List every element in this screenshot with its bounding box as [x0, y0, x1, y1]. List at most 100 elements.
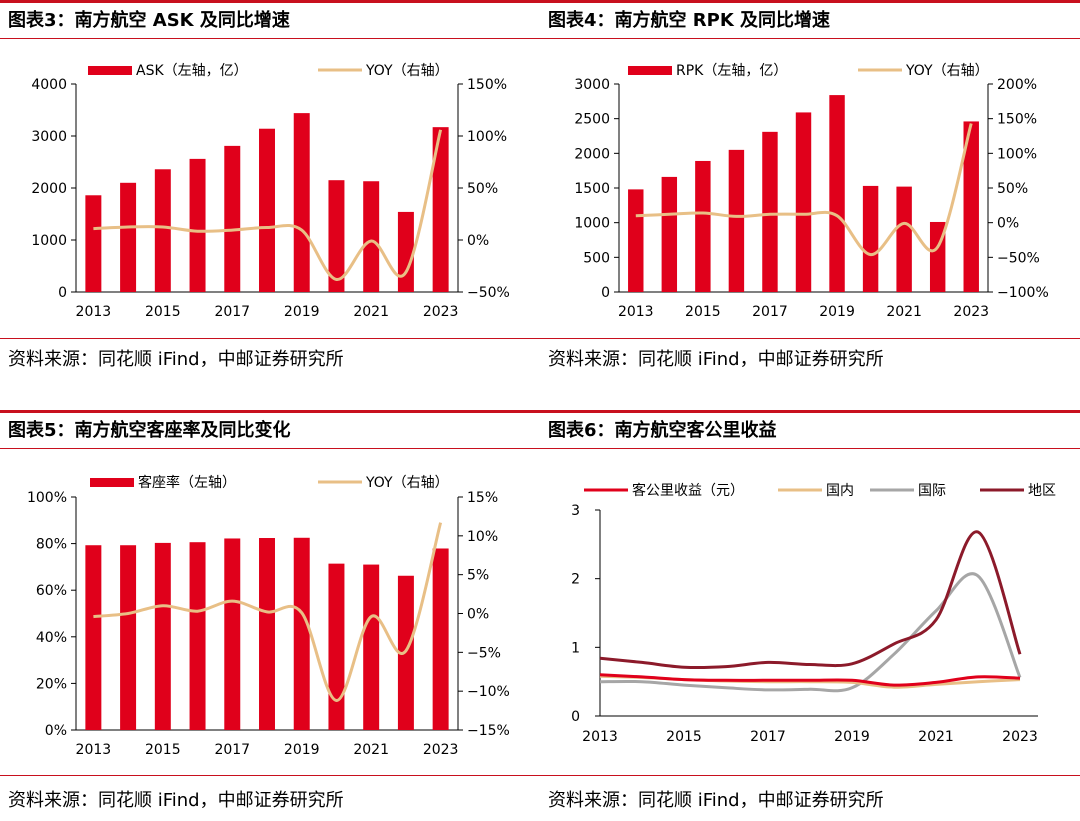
series-line [599, 530, 1022, 670]
bar [432, 127, 449, 292]
bar [896, 186, 912, 292]
source-note: 资料来源：同花顺 iFind，中邮证券研究所 [8, 349, 344, 370]
bar [154, 169, 171, 292]
bar [862, 185, 879, 292]
x-tick-label: 2017 [752, 304, 788, 320]
y-tick-label: 0 [571, 709, 580, 725]
x-tick-label: 2021 [918, 729, 954, 745]
panel-top-rule [0, 410, 540, 413]
left-tick-label: 0 [58, 285, 67, 301]
right-tick-label: 50% [467, 181, 498, 197]
x-tick-label: 2019 [819, 304, 855, 320]
panel-rpk: 图表4：南方航空 RPK 及同比增速 0 500 1000 1500 2000 2500 3… [540, 0, 1080, 410]
x-tick-label: 2015 [145, 304, 181, 320]
panel-yield: 图表6：南方航空客公里收益 0 1 2 3 2013 2015 2017 2019 2021 20… [540, 410, 1080, 821]
bar [189, 158, 206, 292]
x-tick-label: 2023 [423, 742, 459, 758]
right-tick-label: 100% [997, 146, 1037, 162]
legend-label: 客公里收益（元） [632, 482, 744, 499]
left-tick-label: 20% [36, 676, 67, 692]
bar [661, 176, 678, 292]
bar [259, 128, 275, 292]
y-tick-label: 2 [571, 572, 580, 588]
right-tick-label: −5% [467, 645, 501, 661]
load-factor-chart: 0% 20% 40% 60% 80% 100% −15% −10% −5% 0% 5% 10% 15% 2… [27, 474, 510, 758]
right-tick-label: 50% [997, 181, 1028, 197]
right-tick-label: 0% [467, 607, 489, 623]
legend-bar-swatch [88, 66, 132, 75]
bar [397, 211, 414, 292]
bar [293, 537, 310, 730]
bar [432, 548, 449, 730]
yoy-line [93, 522, 443, 703]
x-tick-label: 2019 [834, 729, 870, 745]
source-note: 资料来源：同花顺 iFind，中邮证券研究所 [8, 790, 344, 811]
panel-ask: 图表3：南方航空 ASK 及同比增速 0 1000 2000 3000 4000 −50%… [0, 0, 540, 410]
legend-line-label: YOY（右轴） [365, 63, 449, 79]
bar [328, 180, 345, 292]
bar [293, 113, 310, 293]
source-rule [0, 775, 540, 776]
x-tick-label: 2013 [76, 742, 112, 758]
bar [963, 121, 979, 292]
panel-title: 图表4：南方航空 RPK 及同比增速 [548, 10, 831, 31]
yoy-line [635, 123, 973, 257]
right-tick-label: −15% [467, 723, 510, 739]
legend-bar-label: RPK（左轴，亿） [676, 63, 787, 79]
legend-line-label: YOY（右轴） [365, 475, 449, 491]
x-tick-label: 2023 [423, 304, 459, 320]
title-rule [0, 38, 540, 39]
left-tick-label: 3000 [31, 129, 67, 145]
source-rule [0, 338, 540, 339]
x-tick-label: 2017 [750, 729, 786, 745]
bar [224, 145, 241, 292]
left-tick-label: 3000 [574, 77, 610, 93]
yield-chart: 0 1 2 3 2013 2015 2017 2019 2021 2023 客公里收益（元） 国内 国际… [571, 482, 1056, 745]
left-tick-label: 1500 [574, 181, 610, 197]
left-tick-label: 2000 [31, 181, 67, 197]
title-rule [540, 448, 1080, 449]
bar [189, 542, 206, 730]
y-tick-label: 1 [571, 640, 580, 656]
legend-label: 国际 [918, 483, 946, 499]
panel-title: 图表3：南方航空 ASK 及同比增速 [8, 10, 290, 31]
y-tick-label: 3 [571, 503, 580, 519]
bar [85, 545, 102, 730]
right-tick-label: 15% [467, 490, 498, 506]
right-tick-label: −50% [467, 285, 510, 301]
left-tick-label: 2500 [574, 112, 610, 128]
bar [85, 195, 102, 292]
yoy-line [93, 129, 443, 281]
panel-load-factor: 图表5：南方航空客座率及同比变化 0% 20% 40% 60% 80% 100% −15% −… [0, 410, 540, 821]
bar [795, 112, 812, 292]
left-tick-label: 100% [27, 490, 67, 506]
bar [224, 538, 241, 730]
bar [363, 564, 380, 730]
right-tick-label: 5% [467, 568, 489, 584]
x-tick-label: 2017 [214, 304, 250, 320]
x-tick-label: 2013 [582, 729, 618, 745]
x-tick-label: 2017 [214, 742, 250, 758]
bar [728, 149, 745, 292]
x-tick-label: 2013 [76, 304, 112, 320]
bar [762, 131, 778, 292]
left-tick-label: 2000 [574, 146, 610, 162]
panel-top-rule [540, 410, 1080, 413]
bar [259, 538, 275, 730]
bar [363, 181, 380, 292]
right-tick-label: 10% [467, 529, 498, 545]
panel-top-rule [540, 0, 1080, 3]
panel-title: 图表6：南方航空客公里收益 [548, 420, 777, 441]
right-tick-label: 0% [997, 216, 1019, 232]
left-tick-label: 80% [36, 537, 67, 553]
x-tick-label: 2015 [685, 304, 721, 320]
source-rule [540, 338, 1080, 339]
x-tick-label: 2021 [353, 304, 389, 320]
right-tick-label: 200% [997, 77, 1037, 93]
x-tick-label: 2019 [284, 742, 320, 758]
x-tick-label: 2015 [666, 729, 702, 745]
right-tick-label: 150% [997, 112, 1037, 128]
legend-bar-label: ASK（左轴，亿） [136, 63, 248, 79]
series-line [599, 673, 1021, 687]
right-tick-label: −100% [997, 285, 1049, 301]
